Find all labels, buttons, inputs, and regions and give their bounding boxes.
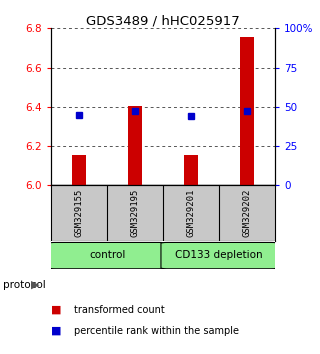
Text: percentile rank within the sample: percentile rank within the sample	[74, 326, 239, 336]
Text: ▶: ▶	[31, 280, 40, 290]
Bar	[72, 155, 86, 185]
Text: GSM329195: GSM329195	[131, 189, 140, 238]
Title: GDS3489 / hHC025917: GDS3489 / hHC025917	[86, 14, 240, 27]
Text: GSM329202: GSM329202	[243, 189, 252, 238]
Bar	[240, 37, 254, 185]
FancyBboxPatch shape	[161, 242, 277, 269]
Text: control: control	[89, 250, 125, 260]
Text: transformed count: transformed count	[74, 305, 164, 315]
Text: protocol: protocol	[3, 280, 46, 290]
Text: GSM329155: GSM329155	[75, 189, 84, 238]
FancyBboxPatch shape	[49, 242, 165, 269]
Text: CD133 depletion: CD133 depletion	[175, 250, 263, 260]
Bar	[128, 106, 142, 185]
Bar	[184, 155, 198, 185]
Text: GSM329201: GSM329201	[187, 189, 196, 238]
Text: ■: ■	[51, 305, 62, 315]
Text: ■: ■	[51, 326, 62, 336]
